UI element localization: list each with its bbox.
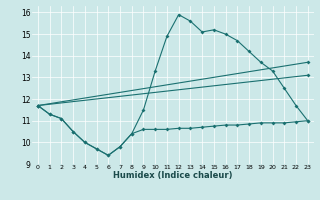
X-axis label: Humidex (Indice chaleur): Humidex (Indice chaleur) bbox=[113, 171, 233, 180]
